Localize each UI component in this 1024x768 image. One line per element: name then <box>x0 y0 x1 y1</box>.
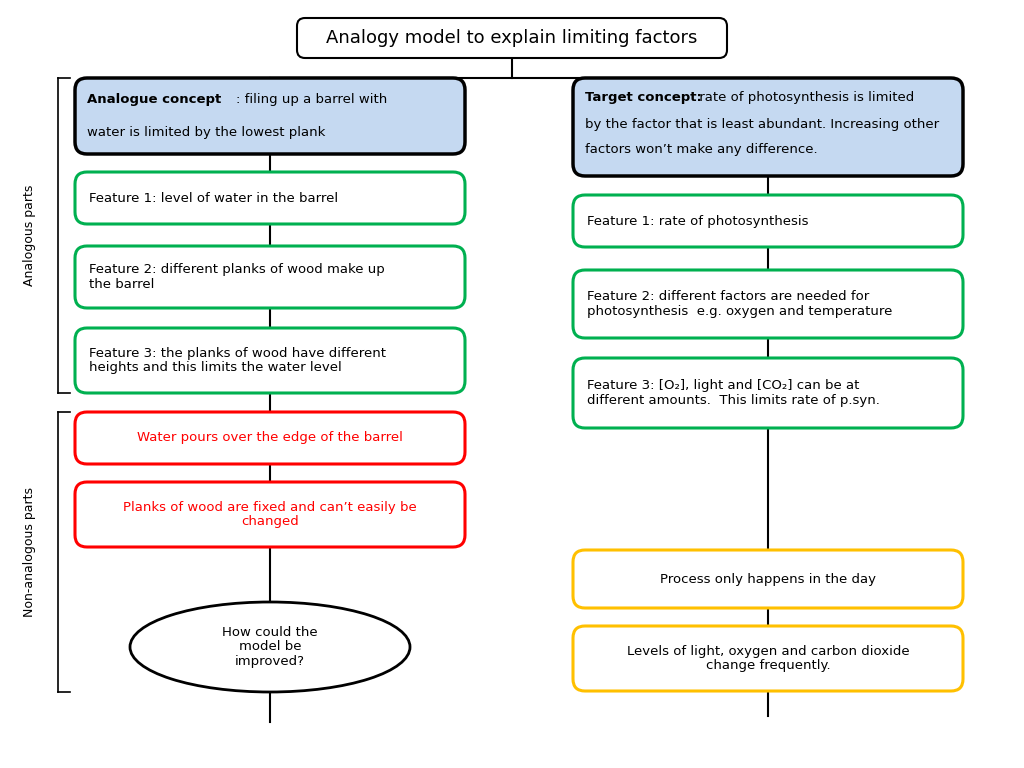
FancyBboxPatch shape <box>573 195 963 247</box>
Text: Planks of wood are fixed and can’t easily be
changed: Planks of wood are fixed and can’t easil… <box>123 501 417 528</box>
Text: Analogy model to explain limiting factors: Analogy model to explain limiting factor… <box>327 29 697 47</box>
Text: Levels of light, oxygen and carbon dioxide
change frequently.: Levels of light, oxygen and carbon dioxi… <box>627 644 909 673</box>
FancyBboxPatch shape <box>297 18 727 58</box>
Text: Process only happens in the day: Process only happens in the day <box>660 572 876 585</box>
FancyBboxPatch shape <box>573 78 963 176</box>
FancyBboxPatch shape <box>75 78 465 154</box>
FancyBboxPatch shape <box>75 412 465 464</box>
Text: : filing up a barrel with: : filing up a barrel with <box>236 93 387 106</box>
Text: Analogue concept: Analogue concept <box>87 93 221 106</box>
FancyBboxPatch shape <box>75 246 465 308</box>
Text: Target concept:: Target concept: <box>585 91 701 104</box>
FancyBboxPatch shape <box>573 270 963 338</box>
Ellipse shape <box>130 602 410 692</box>
Text: Feature 1: rate of photosynthesis: Feature 1: rate of photosynthesis <box>587 214 809 227</box>
Text: factors won’t make any difference.: factors won’t make any difference. <box>585 143 817 156</box>
FancyBboxPatch shape <box>75 328 465 393</box>
FancyBboxPatch shape <box>573 358 963 428</box>
FancyBboxPatch shape <box>573 550 963 608</box>
Text: rate of photosynthesis is limited: rate of photosynthesis is limited <box>695 91 914 104</box>
Text: Non-analogous parts: Non-analogous parts <box>24 487 37 617</box>
Text: Feature 2: different factors are needed for
photosynthesis  e.g. oxygen and temp: Feature 2: different factors are needed … <box>587 290 892 318</box>
Text: water is limited by the lowest plank: water is limited by the lowest plank <box>87 126 326 139</box>
FancyBboxPatch shape <box>75 172 465 224</box>
Text: by the factor that is least abundant. Increasing other: by the factor that is least abundant. In… <box>585 118 939 131</box>
Text: Feature 3: the planks of wood have different
heights and this limits the water l: Feature 3: the planks of wood have diffe… <box>89 346 386 375</box>
FancyBboxPatch shape <box>573 626 963 691</box>
Text: How could the
model be
improved?: How could the model be improved? <box>222 625 317 668</box>
Text: Feature 2: different planks of wood make up
the barrel: Feature 2: different planks of wood make… <box>89 263 385 291</box>
Text: Analogous parts: Analogous parts <box>24 185 37 286</box>
Text: Feature 3: [O₂], light and [CO₂] can be at
different amounts.  This limits rate : Feature 3: [O₂], light and [CO₂] can be … <box>587 379 880 407</box>
FancyBboxPatch shape <box>75 482 465 547</box>
Text: Feature 1: level of water in the barrel: Feature 1: level of water in the barrel <box>89 191 338 204</box>
Text: Water pours over the edge of the barrel: Water pours over the edge of the barrel <box>137 432 402 445</box>
